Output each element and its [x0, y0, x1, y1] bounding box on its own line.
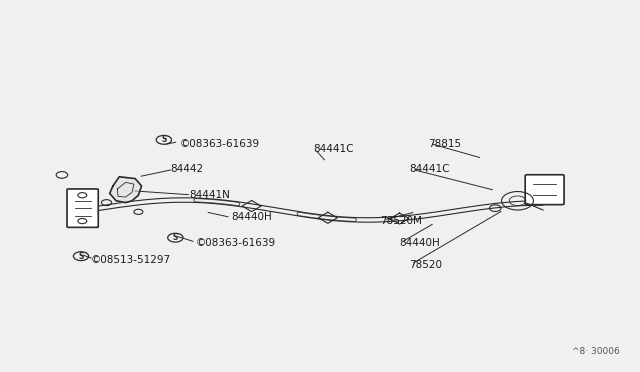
Text: ©08363-61639: ©08363-61639 — [196, 238, 276, 248]
Polygon shape — [109, 177, 141, 203]
Text: ^8· 30006: ^8· 30006 — [572, 347, 620, 356]
Text: ©08513-51297: ©08513-51297 — [91, 255, 171, 265]
Text: S: S — [161, 135, 166, 144]
FancyBboxPatch shape — [67, 189, 99, 227]
Text: 84441C: 84441C — [314, 144, 354, 154]
Text: 84440H: 84440H — [231, 212, 271, 222]
Text: S: S — [173, 233, 178, 242]
Text: 78520: 78520 — [409, 260, 442, 270]
Text: 84442: 84442 — [170, 164, 204, 174]
Text: 84441N: 84441N — [189, 190, 230, 200]
Text: 84440H: 84440H — [399, 238, 440, 248]
Text: 84441C: 84441C — [409, 164, 450, 174]
Text: 78815: 78815 — [428, 138, 461, 148]
Text: ©08363-61639: ©08363-61639 — [180, 138, 260, 148]
FancyBboxPatch shape — [525, 175, 564, 205]
Text: 78520M: 78520M — [381, 216, 422, 226]
Text: S: S — [78, 251, 84, 261]
